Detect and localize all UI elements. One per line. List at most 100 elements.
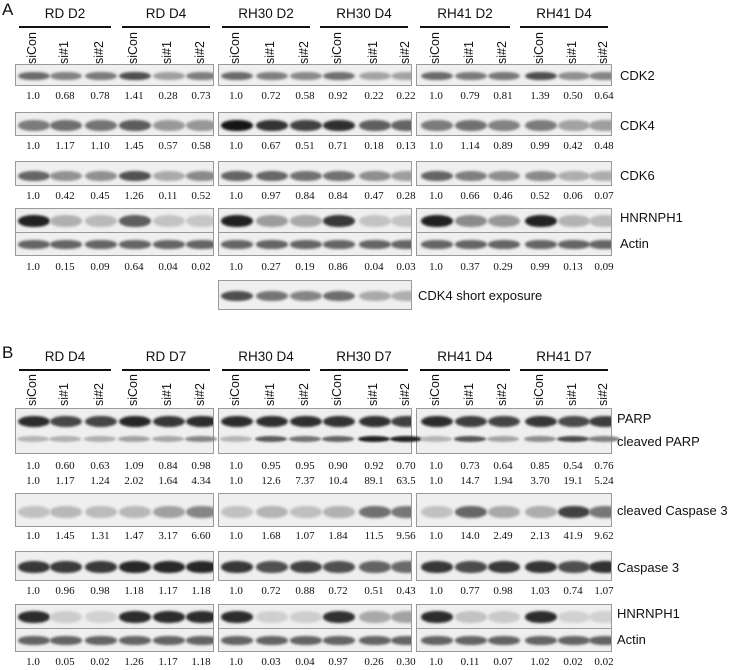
- blot-band: [323, 610, 355, 623]
- quant-value: 1.0: [229, 140, 243, 152]
- quant-value: 1.0: [26, 140, 40, 152]
- lane-label: si#1: [366, 383, 380, 406]
- quant-value: 0.72: [328, 585, 348, 597]
- blot-band: [85, 170, 117, 181]
- protein-label: cleaved Caspase 3: [617, 503, 728, 518]
- quant-value: 0.60: [55, 460, 75, 472]
- quant-value: 0.03: [396, 261, 416, 273]
- blot-band: [256, 505, 288, 518]
- blot-band: [18, 561, 50, 573]
- group-label: RH30 D4: [238, 349, 294, 364]
- blot-band: [256, 71, 288, 81]
- quant-value: 0.04: [158, 261, 178, 273]
- quant-value: 1.0: [229, 656, 243, 668]
- quant-value: 0.28: [396, 190, 416, 202]
- blot-band: [421, 214, 453, 227]
- quant-value: 1.17: [158, 585, 178, 597]
- quant-value: 0.57: [158, 140, 178, 152]
- blot-band: [119, 610, 151, 623]
- quant-value: 0.13: [396, 140, 416, 152]
- blot-band: [558, 561, 590, 573]
- blot-band: [119, 240, 151, 249]
- blot-band: [186, 636, 213, 645]
- blot-band: [421, 71, 453, 81]
- blot-band: [558, 71, 590, 81]
- protein-label: CDK6: [620, 168, 655, 183]
- blot-band: [119, 415, 151, 428]
- blot-band: [454, 436, 486, 442]
- blot-band: [50, 415, 82, 428]
- blot-band: [186, 610, 213, 623]
- blot-band: [185, 436, 217, 442]
- lane-label: si#1: [160, 383, 174, 406]
- quant-value: 1.26: [124, 190, 144, 202]
- quant-value: 1.10: [90, 140, 110, 152]
- quant-value: 1.0: [26, 530, 40, 542]
- blot-band: [221, 561, 253, 573]
- blot-band: [391, 415, 411, 428]
- quant-value: 1.0: [26, 190, 40, 202]
- quant-value: 1.0: [26, 261, 40, 273]
- blot-band: [153, 561, 185, 573]
- quant-value: 0.79: [460, 90, 480, 102]
- blot-band: [391, 505, 411, 518]
- quant-value: 0.99: [530, 261, 550, 273]
- quant-value: 0.51: [364, 585, 384, 597]
- blot-cdk6: [15, 161, 214, 186]
- quant-value: 0.64: [124, 261, 144, 273]
- group-label: RH30 D2: [238, 6, 294, 21]
- blot-band: [152, 436, 184, 442]
- blot-band: [359, 214, 391, 227]
- blot-band: [153, 610, 185, 623]
- quant-value: 1.07: [594, 585, 614, 597]
- blot-band: [221, 291, 253, 301]
- blot-band: [119, 636, 151, 645]
- group-label: RH41 D4: [437, 349, 493, 364]
- blot-band: [85, 505, 117, 518]
- quant-value: 0.86: [328, 261, 348, 273]
- blot-band: [558, 610, 590, 623]
- blot-band: [488, 71, 520, 81]
- blot-band: [50, 610, 82, 623]
- blot-cdk4: [15, 112, 214, 136]
- blot-band: [359, 415, 391, 428]
- quant-value: 0.52: [191, 190, 211, 202]
- quant-value: 1.18: [191, 585, 211, 597]
- blot-band: [359, 505, 391, 518]
- blot-band: [589, 561, 611, 573]
- quant-value: 0.97: [328, 656, 348, 668]
- quant-value: 5.24: [594, 475, 614, 487]
- blot-band: [455, 120, 487, 131]
- blot-band: [50, 214, 82, 227]
- quant-value: 1.64: [158, 475, 178, 487]
- quant-value: 0.28: [158, 90, 178, 102]
- quant-value: 0.09: [90, 261, 110, 273]
- quant-value: 0.76: [594, 460, 614, 472]
- blot-band: [525, 120, 557, 131]
- blot-band: [153, 214, 185, 227]
- blot-band: [186, 415, 213, 428]
- blot-band: [455, 561, 487, 573]
- blot-band: [488, 505, 520, 518]
- quant-value: 1.24: [90, 475, 110, 487]
- quant-value: 1.0: [26, 475, 40, 487]
- lane-label: si#2: [596, 41, 610, 64]
- blot-band: [290, 610, 322, 623]
- blot-band: [290, 120, 322, 131]
- group-label: RH30 D4: [336, 6, 392, 21]
- blot-band: [153, 71, 185, 81]
- protein-label: Actin: [617, 632, 646, 647]
- blot-band: [323, 415, 355, 428]
- quant-value: 9.56: [396, 530, 416, 542]
- quant-value: 1.94: [493, 475, 513, 487]
- blot-band: [455, 71, 487, 81]
- blot-band: [18, 170, 50, 181]
- group-label: RD D7: [145, 349, 187, 364]
- quant-value: 0.02: [191, 261, 211, 273]
- blot-band: [256, 561, 288, 573]
- quant-value: 0.95: [261, 460, 281, 472]
- blot-caspase3: [15, 551, 214, 581]
- blot-band: [391, 120, 411, 131]
- quant-value: 1.09: [124, 460, 144, 472]
